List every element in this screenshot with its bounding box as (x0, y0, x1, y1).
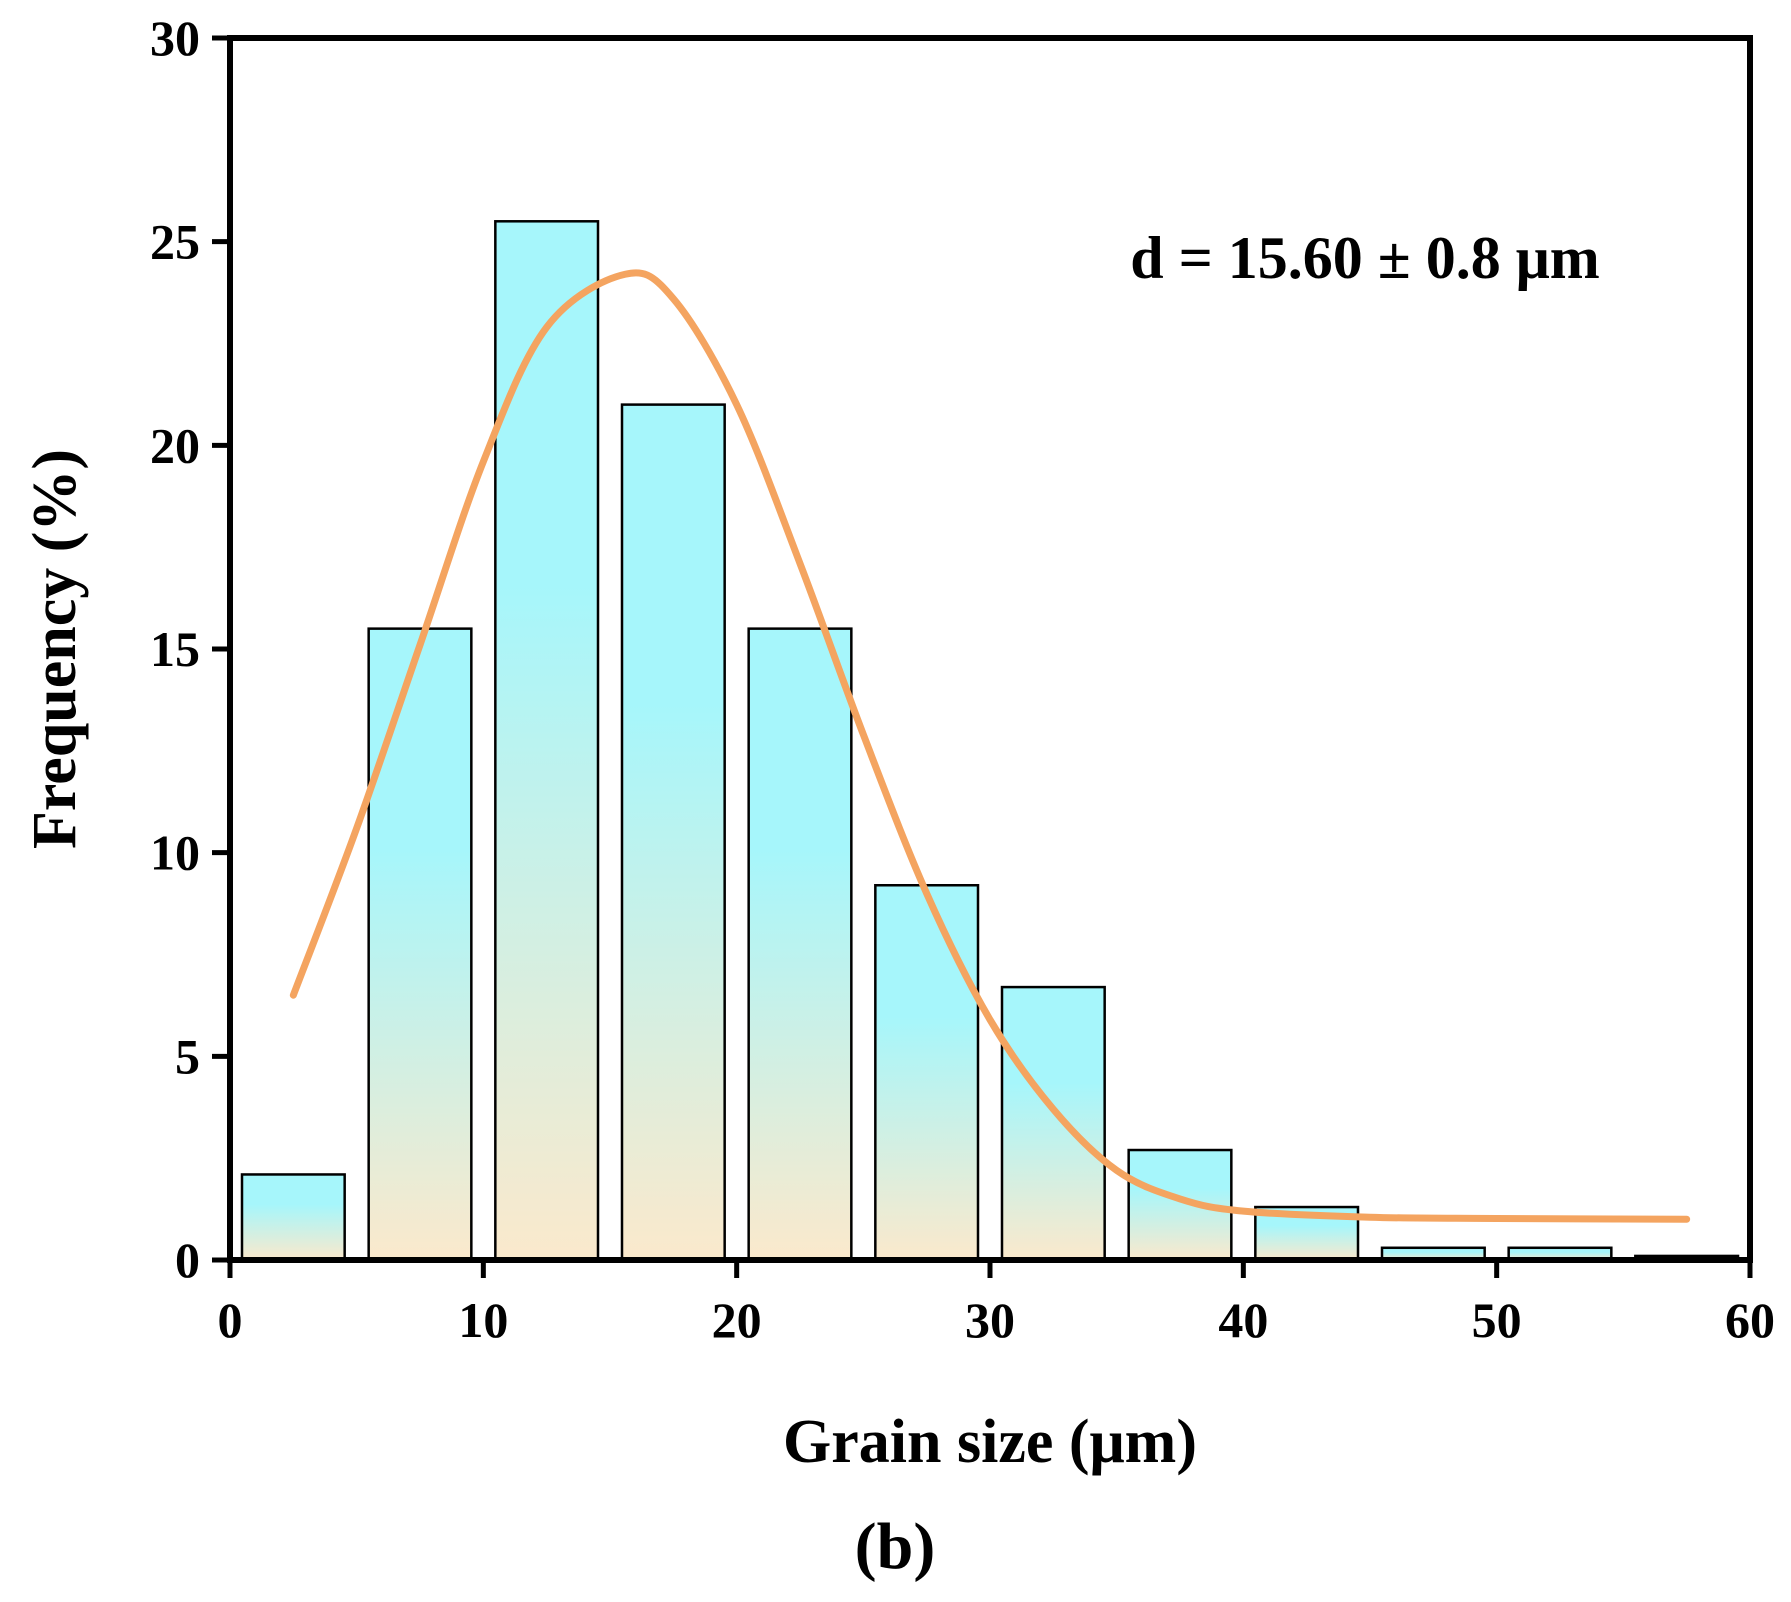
histogram-bar-4 (620, 403, 726, 1262)
y-tick-label: 5 (175, 1028, 200, 1084)
histogram-bar-6 (874, 884, 980, 1262)
histogram-bar-2 (367, 627, 473, 1262)
y-axis-title: Frequency (%) (21, 449, 89, 849)
x-axis-ticks: 0 10 20 30 40 50 60 (218, 1260, 1775, 1348)
y-tick-label: 30 (150, 10, 200, 66)
distribution-fit-curve (289, 269, 1691, 1223)
y-tick-label: 20 (150, 417, 200, 473)
x-tick-label: 60 (1725, 1292, 1775, 1348)
y-tick-label: 15 (150, 621, 200, 677)
x-tick-label: 40 (1218, 1292, 1268, 1348)
x-tick-label: 0 (218, 1292, 243, 1348)
x-tick-label: 10 (458, 1292, 508, 1348)
mean-grain-size-annotation: d = 15.60 ± 0.8 μm (1130, 225, 1599, 291)
y-tick-label: 25 (150, 214, 200, 270)
panel-label: (b) (855, 1510, 936, 1583)
histogram-bar-3 (494, 220, 600, 1262)
histogram-bar-5 (747, 627, 853, 1262)
y-tick-label: 10 (150, 825, 200, 881)
x-axis-title: Grain size (μm) (783, 1408, 1197, 1476)
x-tick-label: 50 (1472, 1292, 1522, 1348)
x-tick-label: 30 (965, 1292, 1015, 1348)
x-tick-label: 20 (712, 1292, 762, 1348)
histogram-bars (240, 220, 1740, 1262)
y-axis-ticks: 0 5 10 15 20 25 30 (150, 10, 230, 1288)
y-tick-label: 0 (175, 1232, 200, 1288)
histogram-bar-1 (240, 1173, 346, 1262)
histogram-bar-7 (1000, 985, 1106, 1262)
